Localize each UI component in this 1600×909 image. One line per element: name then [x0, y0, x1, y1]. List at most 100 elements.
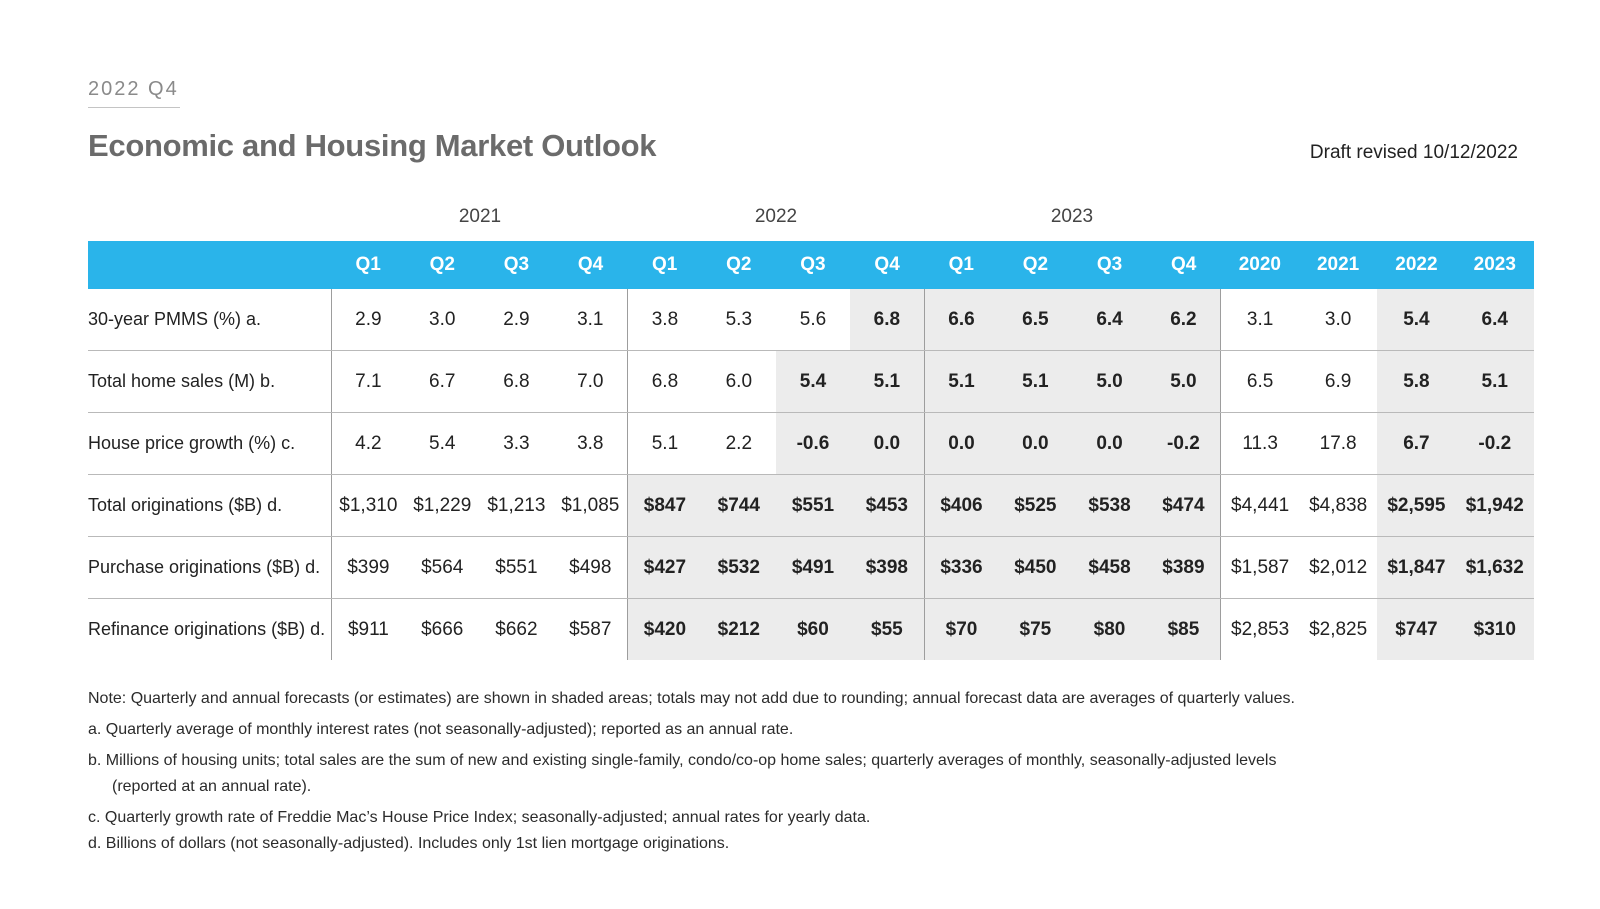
table-cell: 6.7	[405, 350, 480, 413]
table-cell: $666	[421, 618, 464, 640]
table-cell: 7.1	[330, 350, 406, 413]
note-b: b. Millions of housing units; total sale…	[88, 752, 1277, 769]
table-cell: $564	[405, 536, 480, 599]
note-main: Note: Quarterly and annual forecasts (or…	[88, 690, 1295, 707]
table-cell: $1,847	[1377, 536, 1456, 599]
col-header: Q1	[627, 241, 702, 289]
table-cell: 6.4	[1455, 289, 1534, 351]
col-header: 2022	[1377, 241, 1456, 289]
table-cell: 3.1	[553, 289, 628, 351]
row-label: Total originations ($B) d.	[88, 474, 332, 537]
draft-revised-note: Draft revised 10/12/2022	[1309, 142, 1518, 163]
year-group-label-2023: 2023	[1050, 206, 1094, 227]
table-cell: -0.2	[1455, 412, 1534, 475]
table-cell: 6.8	[850, 289, 925, 351]
table-cell: $450	[998, 536, 1073, 599]
year-group-label-2021: 2021	[458, 206, 502, 227]
table-cell: 17.8	[1299, 412, 1378, 475]
col-header: Q4	[553, 241, 628, 289]
table-cell: $336	[923, 536, 999, 599]
note-d: d. Billions of dollars (not seasonally-a…	[88, 835, 730, 852]
header-blank	[88, 241, 332, 289]
col-header: 2020	[1220, 241, 1299, 289]
table-cell: 0.0	[850, 412, 925, 475]
page-title: Economic and Housing Market Outlook	[88, 128, 657, 163]
table-cell: $551	[775, 474, 851, 537]
table-cell: $538	[1072, 474, 1147, 537]
table-cell: 3.8	[627, 289, 702, 351]
table-cell: 2.9	[479, 289, 554, 351]
table-cell: $310	[1455, 598, 1534, 660]
table-row: 30-year PMMS (%) a. 2.9 3.0 2.9 3.1 3.8 5.3 5.6…	[88, 289, 1534, 351]
table-cell: 5.8	[1377, 350, 1456, 413]
col-header: Q4	[1146, 241, 1221, 289]
table-cell: 6.8	[627, 350, 702, 413]
table-cell: 11.3	[1220, 412, 1299, 475]
table-cell: 6.8	[479, 350, 554, 413]
table-cell: 5.4	[405, 412, 480, 475]
row-label: 30-year PMMS (%) a.	[88, 289, 332, 351]
table-cell: $2,595	[1377, 474, 1456, 537]
table-cell: 6.2	[1146, 289, 1221, 351]
table-cell: 5.1	[1455, 350, 1534, 413]
table-cell: $420	[627, 598, 702, 660]
table-cell: $1,213	[479, 474, 554, 537]
table-row: Total originations ($B) d. $1,310 $1,229 $1…	[88, 474, 1534, 537]
table-cell: 6.6	[923, 289, 999, 351]
table-cell: $1,942	[1455, 474, 1534, 537]
table-cell: $80	[1072, 598, 1147, 660]
table-cell: $1,085	[553, 474, 628, 537]
table-cell: 5.0	[1146, 350, 1221, 413]
table-cell: 5.4	[1377, 289, 1456, 351]
note-a: a. Quarterly average of monthly interest…	[88, 721, 794, 738]
table-cell: 0.0	[998, 412, 1073, 475]
col-header: Q4	[850, 241, 925, 289]
outlook-table: Q1 Q2 Q3 Q4 Q1 Q2 Q3 Q4 Q1 Q2 Q3 Q4 2020…	[88, 241, 1534, 660]
note-c: c. Quarterly growth rate of Freddie Mac’…	[88, 809, 871, 826]
table-cell: 3.0	[1299, 289, 1378, 351]
table-cell: $525	[998, 474, 1073, 537]
col-header: Q3	[1072, 241, 1147, 289]
table-cell: $453	[850, 474, 925, 537]
table-cell: $498	[553, 536, 628, 599]
table-cell: $458	[1072, 536, 1147, 599]
col-header: Q3	[775, 241, 851, 289]
table-cell: $85	[1146, 598, 1221, 660]
col-header: Q1	[924, 241, 999, 289]
table-cell: 5.1	[998, 350, 1073, 413]
table-cell: 5.1	[923, 350, 999, 413]
table-cell: $389	[1146, 536, 1221, 599]
table-row: House price growth (%) c. 4.2 5.4 3.3 3.8 5.1…	[88, 412, 1534, 475]
table-row: Refinance originations ($B) d. $911 $666 $6…	[88, 598, 1534, 660]
quarter-label: 2022 Q4	[88, 78, 180, 108]
row-label: Refinance originations ($B) d.	[88, 619, 326, 639]
table-cell: $398	[850, 536, 925, 599]
row-label: House price growth (%) c.	[88, 412, 332, 475]
col-header: Q2	[405, 241, 480, 289]
table-cell: 6.9	[1299, 350, 1378, 413]
table-cell: -0.2	[1146, 412, 1221, 475]
table-cell: 0.0	[923, 412, 999, 475]
row-label: Purchase originations ($B) d.	[88, 536, 332, 599]
table-cell: 5.1	[850, 350, 925, 413]
table-cell: $1,632	[1455, 536, 1534, 599]
table-cell: $1,587	[1220, 536, 1299, 599]
table-row: Purchase originations ($B) d. $399 $564 $55…	[88, 536, 1534, 599]
table-cell: $212	[701, 598, 776, 660]
table-cell: 6.5	[998, 289, 1073, 351]
table-cell: 5.6	[775, 289, 851, 351]
table-cell: $2,853	[1220, 598, 1299, 660]
table-cell: 6.7	[1377, 412, 1456, 475]
col-header: Q1	[331, 241, 406, 289]
col-header: Q2	[998, 241, 1073, 289]
table-cell: $4,441	[1220, 474, 1299, 537]
table-header-row: Q1 Q2 Q3 Q4 Q1 Q2 Q3 Q4 Q1 Q2 Q3 Q4 2020…	[88, 241, 1534, 289]
table-cell: 3.1	[1220, 289, 1299, 351]
col-header: Q2	[701, 241, 776, 289]
table-cell: 3.3	[479, 412, 554, 475]
table-cell: $399	[330, 536, 406, 599]
table-cell: $551	[479, 536, 554, 599]
footnotes: Note: Quarterly and annual forecasts (or…	[88, 686, 1528, 857]
table-cell: $747	[1377, 598, 1456, 660]
table-cell: $662	[495, 618, 538, 640]
